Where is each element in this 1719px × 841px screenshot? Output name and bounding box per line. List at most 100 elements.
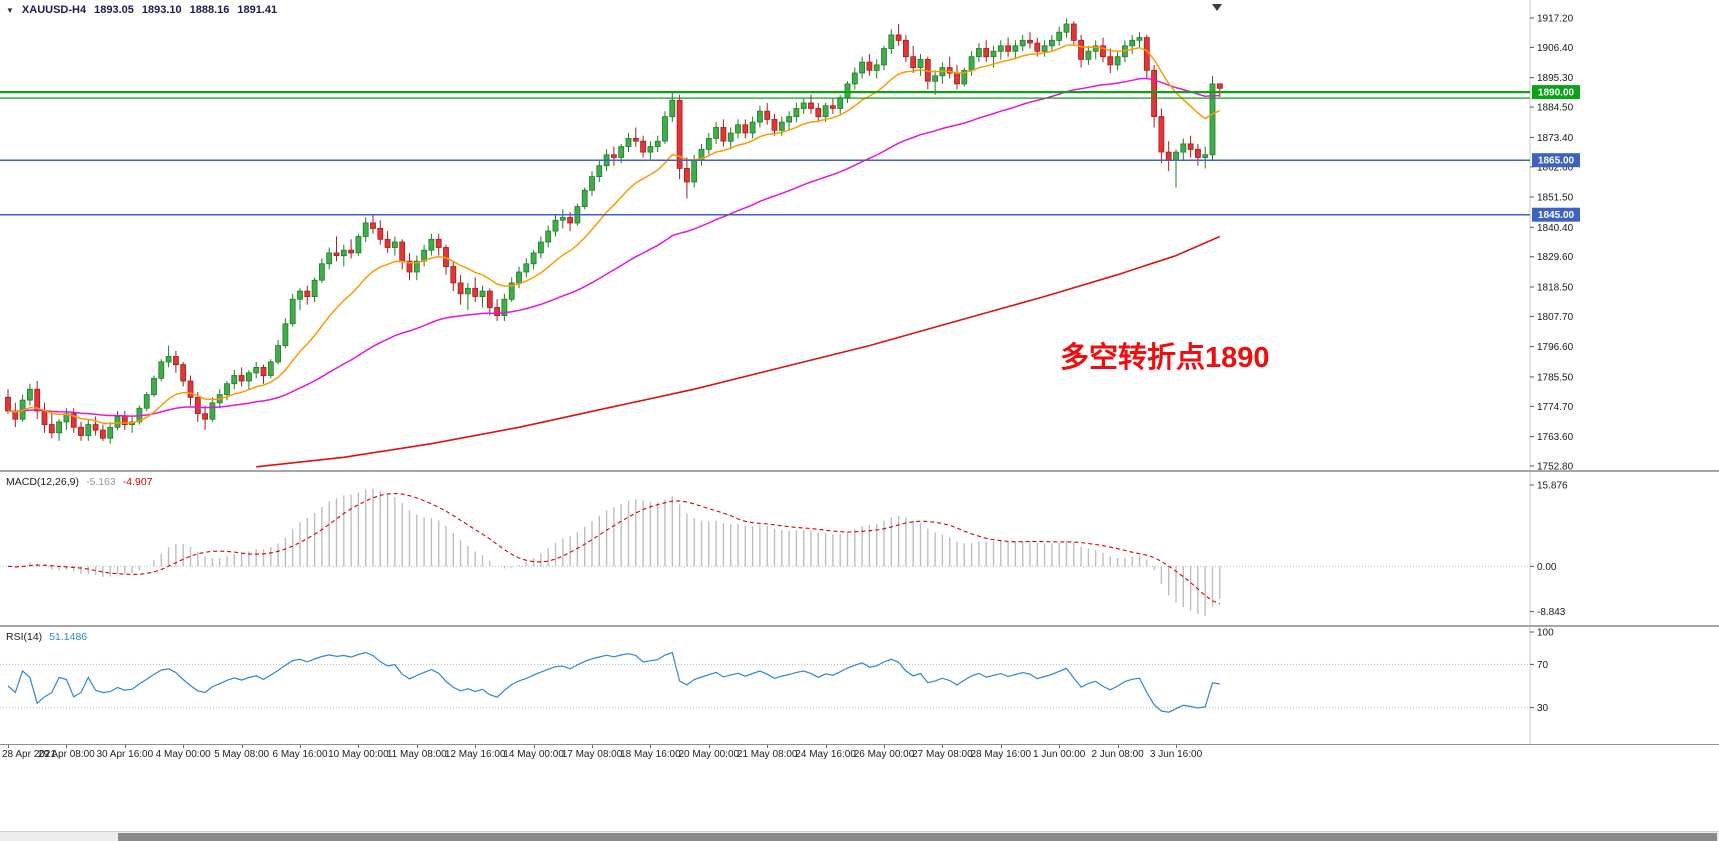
time-axis-label: 12 May 16:00: [444, 749, 506, 760]
rsi-axis-tick: 30: [1537, 703, 1549, 714]
rsi-line: [7, 651, 1220, 713]
macd-axis-tick: 0.00: [1537, 562, 1557, 573]
macd-axis-tick: 15.876: [1537, 481, 1568, 492]
time-axis-tick: [241, 745, 243, 748]
price-axis-tick: 1807.70: [1537, 312, 1574, 323]
price-axis-tick: 1829.60: [1537, 252, 1574, 263]
time-axis-tick: [650, 745, 652, 748]
price-axis-tick: 1774.70: [1537, 402, 1574, 413]
macd-chart[interactable]: 15.876 0.00 -8.843: [0, 472, 1719, 625]
price-chart-panel[interactable]: 1917.20 1906.40 1895.30 1884.50 1873.40 1862.…: [0, 0, 1719, 470]
time-axis-tick: [1059, 745, 1061, 748]
fast-ma-line: [7, 43, 1221, 425]
chart-annotation-text: 多空转折点1890: [1060, 342, 1270, 374]
time-axis-tick: [124, 745, 126, 748]
rsi-value: 51.1486: [49, 631, 88, 643]
time-axis-tick: [8, 745, 9, 748]
time-axis-label: 1 Jun 00:00: [1033, 749, 1086, 760]
scrollbar-thumb[interactable]: [118, 833, 1717, 841]
time-axis-tick: [592, 745, 593, 748]
symbol-label: XAUUSD-H4: [21, 4, 87, 16]
time-axis-tick: [183, 745, 185, 748]
time-axis-tick: [884, 745, 885, 748]
slow-ma-line: [256, 235, 1221, 468]
symbol-ohlc-header: ▼ XAUUSD-H4 1893.05 1893.10 1888.16 1891…: [6, 4, 277, 16]
price-axis-tick: 1796.60: [1537, 342, 1574, 353]
price-axis-tick: 1862.60: [1537, 162, 1574, 173]
horizontal-scrollbar[interactable]: [0, 831, 1719, 841]
time-axis-label: 26 May 00:00: [853, 749, 915, 760]
time-axis-label: 10 May 00:00: [328, 749, 389, 760]
time-axis-label: 18 May 16:00: [620, 749, 681, 760]
price-axis-tick: 1763.60: [1537, 432, 1574, 443]
price-axis-tick: 1818.50: [1537, 283, 1574, 294]
price-axis-tick: 1884.50: [1537, 103, 1574, 114]
rsi-chart[interactable]: 100 70 30: [0, 627, 1719, 744]
time-axis-tick: [475, 745, 477, 748]
candlestick-chart[interactable]: 1917.20 1906.40 1895.30 1884.50 1873.40 1862.…: [0, 0, 1719, 470]
time-axis-label: 21 May 08:00: [736, 749, 798, 760]
time-axis-label: 4 May 00:00: [155, 749, 211, 760]
macd-main-value: -5.163: [85, 476, 116, 488]
symbol-dropdown-icon[interactable]: ▼: [6, 5, 14, 15]
time-axis-label: 20 May 00:00: [678, 749, 740, 760]
time-axis-label: 6 May 16:00: [272, 749, 328, 760]
macd-label: MACD(12,26,9): [6, 476, 79, 488]
time-axis-tick: [533, 745, 535, 748]
rsi-label: RSI(14): [6, 631, 43, 643]
chart-shift-marker-icon[interactable]: [1212, 4, 1222, 11]
time-axis-label: 24 May 16:00: [795, 749, 856, 760]
time-axis-tick: [1117, 745, 1119, 748]
bar-high-value: 1893.10: [141, 4, 182, 16]
rsi-axis-tick: 70: [1537, 660, 1549, 671]
panel-splitter[interactable]: [0, 625, 1719, 627]
time-axis: 28 Apr 2021 29 Apr 08:00 30 Apr 16:00 4 May…: [0, 744, 1719, 763]
time-axis-label: 17 May 08:00: [561, 749, 623, 760]
rsi-indicator-panel[interactable]: 100 70 30 RSI(14) 51.1486: [0, 627, 1719, 744]
price-axis-tick: 1873.40: [1537, 133, 1574, 144]
price-axis-tick: 1895.30: [1537, 73, 1574, 84]
price-axis-tick: 1917.20: [1537, 14, 1574, 25]
bar-open-value: 1893.05: [94, 4, 134, 16]
time-axis-tick: [942, 745, 944, 748]
time-axis-tick: [300, 745, 301, 748]
price-level-label-box: [1532, 85, 1580, 100]
macd-signal-line: [7, 492, 1221, 605]
price-level-label: 1845.00: [1538, 210, 1575, 221]
time-axis-tick: [1176, 745, 1177, 748]
macd-signal-value: -4.907: [122, 476, 153, 488]
time-axis-label: 2 Jun 08:00: [1091, 749, 1144, 760]
time-axis-label: 28 May 16:00: [970, 749, 1032, 760]
time-axis-label: 28 Apr 2021: [2, 749, 56, 760]
bar-close-value: 1891.41: [237, 4, 278, 16]
macd-axis-tick: -8.843: [1537, 607, 1566, 618]
time-axis-tick: [708, 745, 710, 748]
rsi-header: RSI(14) 51.1486: [6, 631, 87, 643]
panel-splitter[interactable]: [0, 470, 1719, 472]
price-axis-tick: 1840.40: [1537, 223, 1574, 234]
time-axis-tick: [1000, 745, 1002, 748]
time-axis-label: 14 May 00:00: [503, 749, 564, 760]
bar-low-value: 1888.16: [189, 4, 230, 16]
time-axis-label: 11 May 08:00: [386, 749, 447, 760]
time-axis-label: 30 Apr 16:00: [96, 749, 154, 760]
price-level-label: 1890.00: [1538, 88, 1575, 99]
price-axis-tick: 1785.50: [1537, 372, 1574, 383]
rsi-axis-tick: 100: [1537, 628, 1554, 639]
bottom-margin: [0, 763, 1719, 831]
price-level-label-box: [1532, 207, 1580, 222]
time-axis-tick: [416, 745, 418, 748]
price-axis-tick: 1752.80: [1537, 462, 1574, 471]
price-axis-tick: 1851.50: [1537, 193, 1574, 204]
price-level-label: 1865.00: [1538, 156, 1575, 167]
time-axis-label: 27 May 08:00: [912, 749, 973, 760]
time-axis-tick: [358, 745, 360, 748]
macd-header: MACD(12,26,9) -5.163 -4.907: [6, 476, 153, 488]
time-axis-label: 5 May 08:00: [214, 749, 270, 760]
time-axis-tick: [825, 745, 827, 748]
time-axis-label: 29 Apr 08:00: [38, 749, 95, 760]
macd-indicator-panel[interactable]: 15.876 0.00 -8.843 MACD(12,26,9) -5.163 -4…: [0, 472, 1719, 625]
time-axis-tick: [767, 745, 769, 748]
time-axis-tick: [66, 745, 68, 748]
